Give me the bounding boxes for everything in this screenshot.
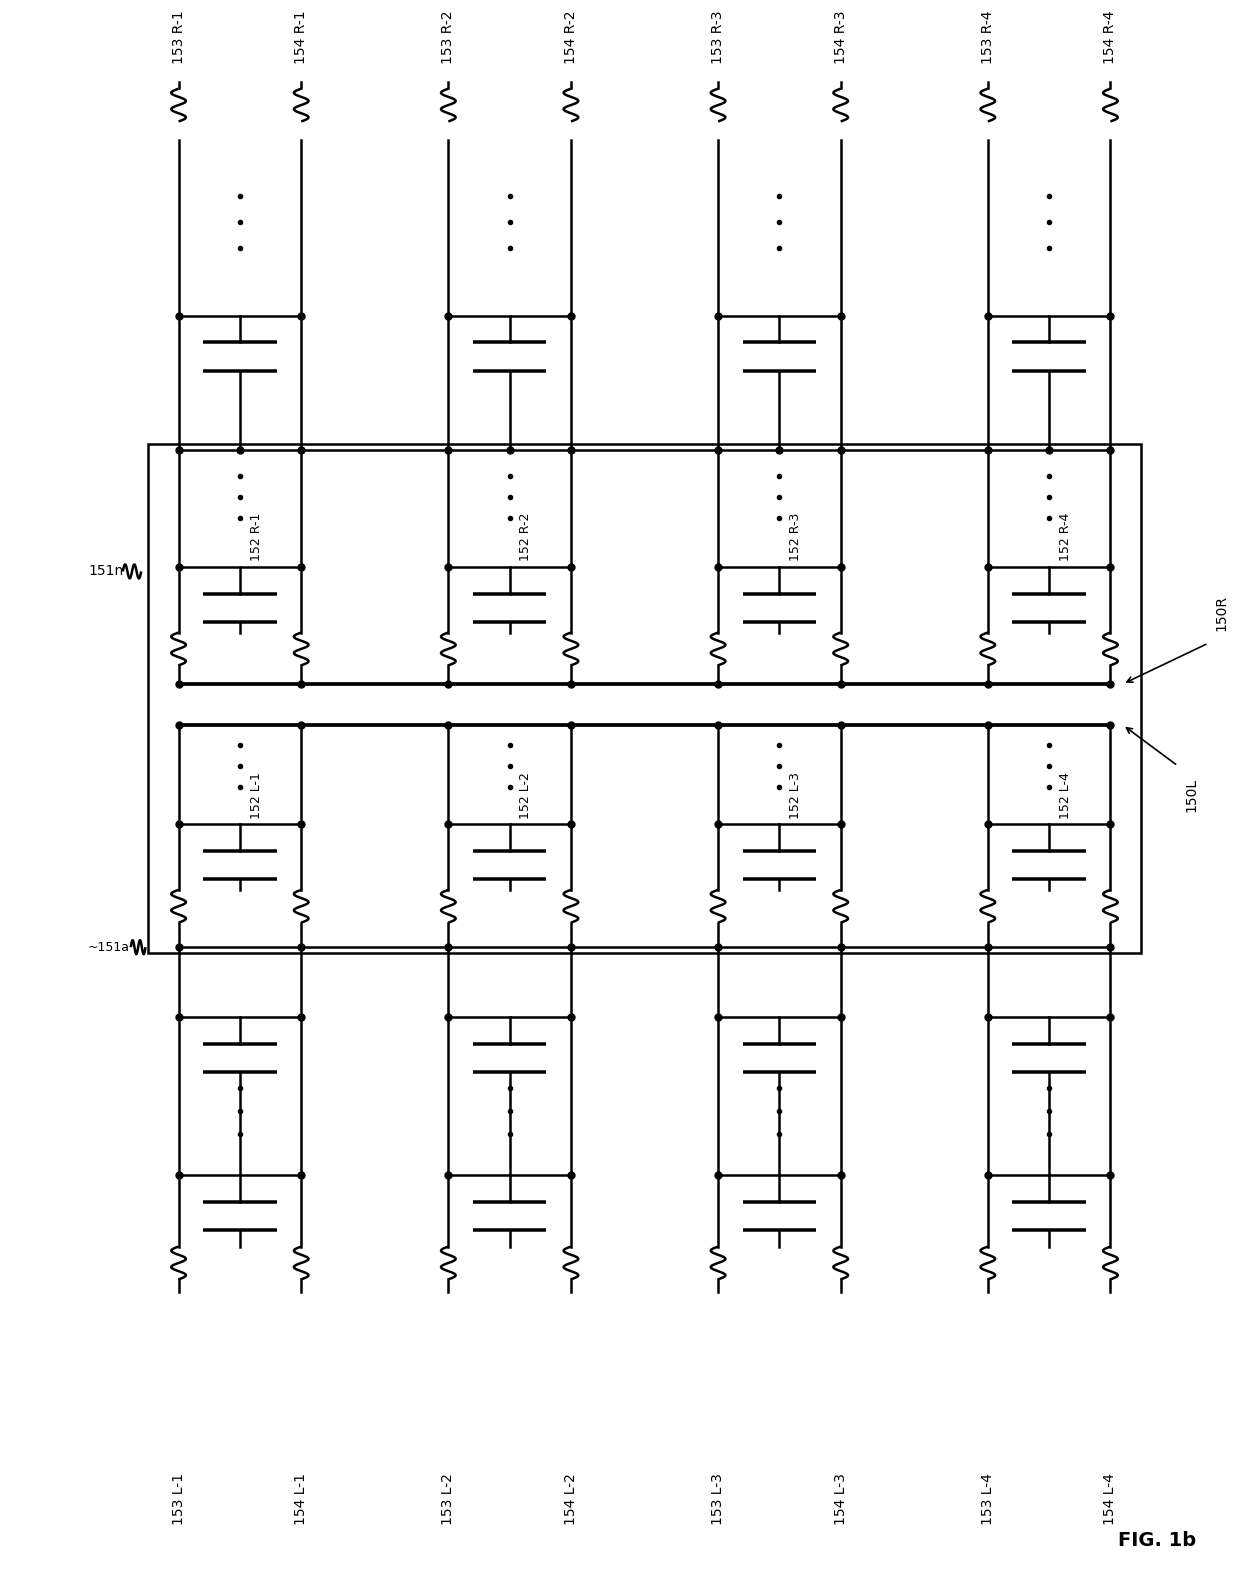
Text: 150R: 150R bbox=[1215, 595, 1229, 631]
Text: 154 R-1: 154 R-1 bbox=[294, 11, 309, 65]
Text: 151n: 151n bbox=[88, 565, 124, 578]
Text: 153 L-2: 153 L-2 bbox=[441, 1473, 455, 1525]
Text: 153 L-4: 153 L-4 bbox=[981, 1473, 994, 1525]
Text: 152 L-2: 152 L-2 bbox=[520, 771, 532, 818]
Text: 154 R-3: 154 R-3 bbox=[833, 11, 848, 65]
Text: 154 L-2: 154 L-2 bbox=[564, 1473, 578, 1525]
Text: 153 R-4: 153 R-4 bbox=[981, 11, 994, 65]
Text: 153 R-1: 153 R-1 bbox=[171, 11, 186, 65]
Text: 153 L-3: 153 L-3 bbox=[711, 1473, 725, 1525]
Text: 153 L-1: 153 L-1 bbox=[171, 1473, 186, 1525]
Text: ~151a: ~151a bbox=[88, 941, 129, 954]
Text: 150L: 150L bbox=[1184, 778, 1198, 812]
Text: 154 L-4: 154 L-4 bbox=[1104, 1473, 1117, 1525]
Text: 152 R-3: 152 R-3 bbox=[789, 513, 802, 562]
Text: 152 L-1: 152 L-1 bbox=[249, 771, 263, 818]
Text: 152 R-1: 152 R-1 bbox=[249, 513, 263, 562]
Text: 154 L-1: 154 L-1 bbox=[294, 1473, 309, 1525]
Text: 154 R-2: 154 R-2 bbox=[564, 11, 578, 65]
Bar bbox=[148, 444, 1141, 952]
Text: 153 R-3: 153 R-3 bbox=[711, 11, 725, 65]
Text: 152 R-2: 152 R-2 bbox=[520, 513, 532, 562]
Text: 152 L-4: 152 L-4 bbox=[1059, 771, 1071, 818]
Text: 152 R-4: 152 R-4 bbox=[1059, 513, 1071, 562]
Text: 154 R-4: 154 R-4 bbox=[1104, 11, 1117, 65]
Text: FIG. 1b: FIG. 1b bbox=[1118, 1530, 1197, 1549]
Text: 154 L-3: 154 L-3 bbox=[833, 1473, 848, 1525]
Text: 153 R-2: 153 R-2 bbox=[441, 11, 455, 65]
Text: 152 L-3: 152 L-3 bbox=[789, 771, 802, 818]
